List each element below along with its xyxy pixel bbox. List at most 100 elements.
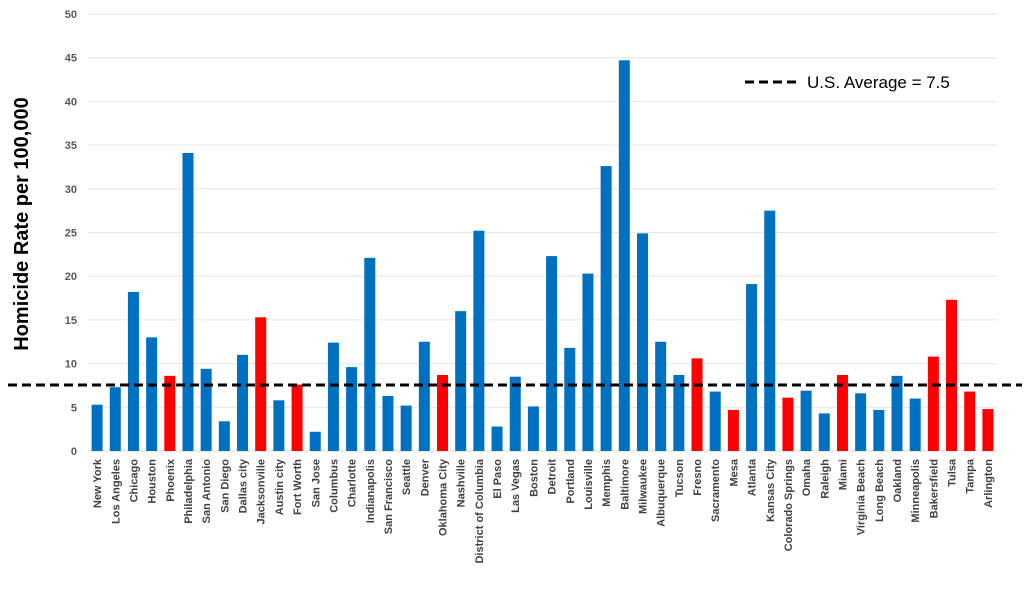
x-tick-label: San Diego: [219, 459, 231, 513]
x-tick-label: Sacramento: [710, 459, 722, 522]
x-tick-label: Virginia Beach: [856, 459, 868, 535]
x-tick-label: Arlington: [983, 459, 995, 508]
bar: [346, 367, 358, 451]
y-axis-ticks: 0 5 10 15 20 25 30 35 40 45 50: [65, 9, 77, 458]
bar: [873, 409, 885, 451]
x-tick-label: Tampa: [965, 458, 977, 494]
x-tick-label: Nashville: [456, 459, 468, 507]
bar: [546, 256, 558, 451]
bar: [636, 233, 648, 451]
bar: [564, 347, 576, 451]
x-tick-label: Bakersfield: [928, 459, 940, 518]
x-axis-labels: New York Los Angeles Chicago Houston Phoenix…: [92, 458, 995, 563]
x-tick-label: Las Vegas: [510, 459, 522, 513]
x-tick-label: San Jose: [310, 459, 322, 507]
x-tick-label: Albuquerque: [656, 459, 668, 527]
bar: [109, 387, 121, 451]
x-tick-label: Chicago: [128, 459, 140, 503]
x-tick-label: Fresno: [692, 459, 704, 496]
y-tick-label: 30: [65, 184, 77, 196]
x-tick-label: Oakland: [892, 459, 904, 502]
bar: [418, 341, 430, 451]
bar: [400, 405, 412, 451]
bar: [946, 299, 958, 451]
bar: [964, 391, 976, 451]
y-tick-label: 0: [71, 446, 77, 458]
y-axis-label: Homicide Rate per 100,000: [11, 97, 33, 350]
bars: [91, 60, 994, 452]
bar: [655, 341, 667, 451]
bar: [891, 375, 903, 451]
x-tick-label: Colorado Springs: [783, 459, 795, 551]
x-tick-label: Portland: [565, 459, 577, 504]
y-tick-label: 35: [65, 140, 77, 152]
x-tick-label: Baltimore: [619, 459, 631, 510]
x-tick-label: District of Columbia: [474, 458, 486, 563]
bar: [237, 354, 249, 451]
x-tick-label: Detroit: [547, 459, 559, 495]
y-tick-label: 5: [71, 402, 77, 414]
bar: [218, 421, 230, 451]
y-tick-label: 25: [65, 228, 77, 240]
x-tick-label: Denver: [419, 458, 431, 496]
bar: [746, 284, 758, 451]
bar: [473, 230, 485, 451]
x-tick-label: Raleigh: [819, 459, 831, 499]
bar: [818, 413, 830, 451]
bar: [146, 337, 158, 451]
bar: [382, 395, 394, 451]
bar: [200, 368, 212, 451]
bar: [273, 400, 285, 451]
bar: [582, 273, 594, 451]
bar: [164, 375, 176, 451]
bar: [927, 356, 939, 451]
bar: [509, 376, 521, 451]
bar: [182, 152, 194, 451]
bar: [673, 374, 685, 451]
x-tick-label: Minneapolis: [910, 459, 922, 523]
bar: [364, 257, 376, 451]
bar: [491, 426, 503, 451]
x-tick-label: Milwaukee: [637, 459, 649, 514]
bar: [437, 374, 449, 451]
x-tick-label: Indianapolis: [365, 459, 377, 523]
legend-label: U.S. Average = 7.5: [807, 73, 950, 92]
x-tick-label: Seattle: [401, 459, 413, 495]
y-tick-label: 40: [65, 96, 77, 108]
x-tick-label: Austin city: [274, 458, 286, 515]
x-tick-label: Jacksonville: [256, 459, 268, 524]
x-tick-label: Phoenix: [165, 458, 177, 502]
y-tick-label: 15: [65, 315, 77, 327]
x-tick-label: Tucson: [674, 459, 686, 498]
x-tick-label: Kansas City: [765, 458, 777, 522]
bar: [691, 358, 703, 451]
bar: [836, 374, 848, 451]
y-tick-label: 10: [65, 359, 77, 371]
bar: [618, 60, 630, 452]
x-tick-label: Atlanta: [747, 458, 759, 496]
x-tick-label: Dallas city: [238, 458, 250, 513]
bar: [727, 409, 739, 451]
bar: [327, 342, 339, 451]
legend: U.S. Average = 7.5: [745, 73, 950, 92]
x-tick-label: Columbus: [328, 459, 340, 513]
x-tick-label: Fort Worth: [292, 459, 304, 515]
x-tick-label: San Antonio: [201, 459, 213, 524]
bar: [982, 409, 994, 451]
x-tick-label: El Paso: [492, 459, 504, 499]
bar: [127, 291, 139, 451]
x-tick-label: Mesa: [728, 458, 740, 486]
bar: [291, 384, 303, 451]
bar: [800, 390, 812, 451]
x-tick-label: Louisville: [583, 459, 595, 510]
bar: [309, 431, 321, 451]
bar: [855, 393, 867, 451]
x-tick-label: Oklahoma City: [438, 458, 450, 536]
bar: [91, 404, 103, 451]
x-tick-label: San Francisco: [383, 459, 395, 534]
x-tick-label: Boston: [528, 459, 540, 497]
x-tick-label: Tulsa: [947, 458, 959, 487]
x-tick-label: New York: [92, 458, 104, 508]
bar: [764, 210, 776, 451]
